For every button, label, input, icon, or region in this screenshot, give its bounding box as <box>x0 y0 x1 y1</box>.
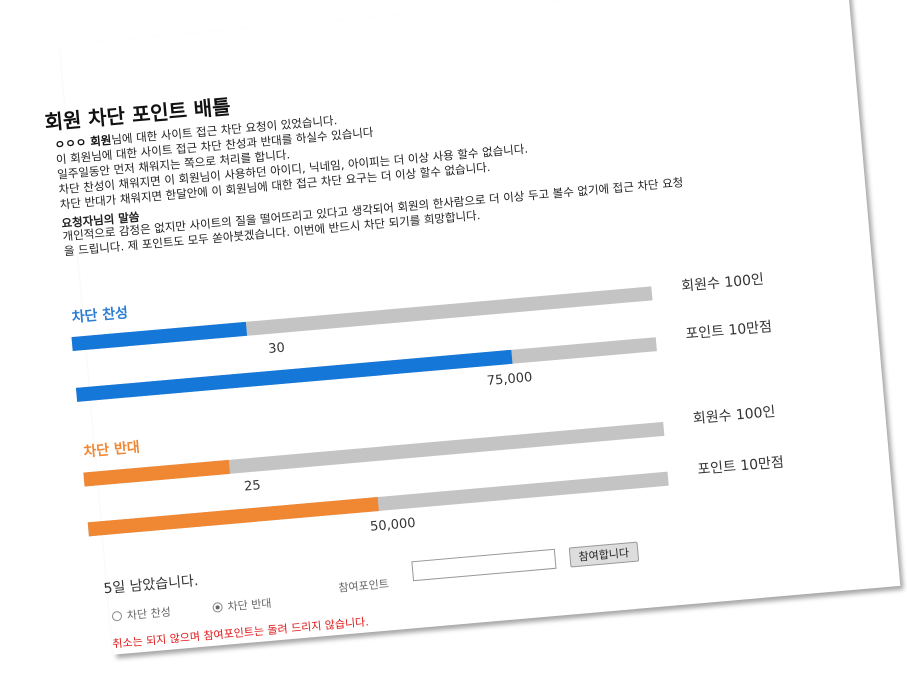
against-members-value: 25 <box>243 478 262 495</box>
favor-members-bar <box>71 286 653 352</box>
against-members-fill <box>83 459 230 487</box>
against-members-bar <box>83 421 665 487</box>
against-points-fill <box>87 497 379 537</box>
favor-members-label: 회원수 100인 <box>680 271 765 295</box>
against-section-label: 차단 반대 <box>82 439 141 461</box>
participation-points-input[interactable] <box>411 548 557 582</box>
remaining-days: 5일 남았습니다. <box>102 573 200 598</box>
radio-against-label: 차단 반대 <box>227 596 273 614</box>
join-button[interactable]: 참여합니다 <box>568 541 639 568</box>
favor-members-value: 30 <box>267 340 286 357</box>
radio-favor[interactable]: 차단 찬성 <box>111 604 171 625</box>
participation-points-label: 참여포인트 <box>337 577 390 595</box>
against-points-label: 포인트 10만점 <box>696 454 785 479</box>
battle-card: 회원 차단 포인트 배틀 ㅇㅇㅇ 회원님에 대한 사이트 접근 차단 요청이 있… <box>44 0 901 655</box>
favor-points-bar <box>75 337 657 402</box>
radio-against-button[interactable] <box>212 601 224 613</box>
radio-against[interactable]: 차단 반대 <box>212 595 272 616</box>
radio-favor-button[interactable] <box>111 610 123 622</box>
against-points-value: 50,000 <box>369 515 417 535</box>
against-members-label: 회원수 100인 <box>692 404 777 428</box>
favor-members-fill <box>71 321 247 352</box>
favor-points-label: 포인트 10만점 <box>684 319 773 343</box>
favor-points-value: 75,000 <box>486 370 533 390</box>
favor-points-fill <box>75 349 513 402</box>
favor-section-label: 차단 찬성 <box>71 305 129 326</box>
radio-favor-label: 차단 찬성 <box>126 605 172 623</box>
